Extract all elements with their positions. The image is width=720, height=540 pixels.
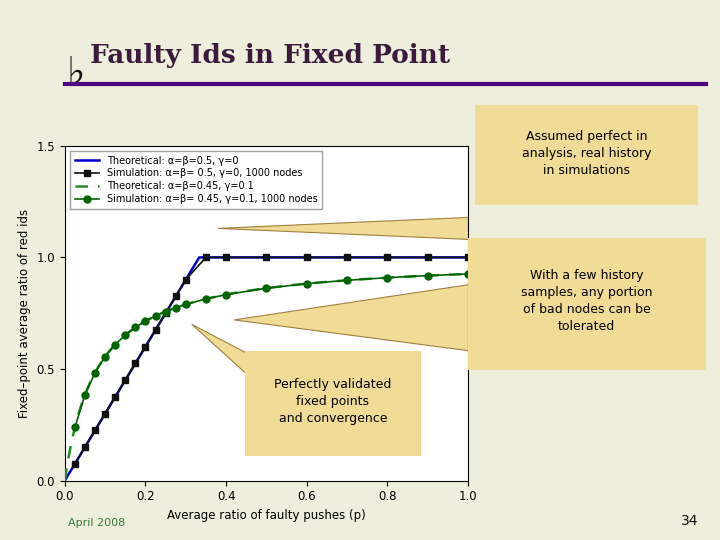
Text: 34: 34 — [681, 514, 698, 528]
Polygon shape — [218, 217, 472, 240]
X-axis label: Average ratio of faulty pushes (p): Average ratio of faulty pushes (p) — [167, 509, 366, 522]
Text: With a few history
samples, any portion
of bad nodes can be
tolerated: With a few history samples, any portion … — [521, 269, 652, 333]
Text: ♭: ♭ — [66, 54, 85, 92]
FancyBboxPatch shape — [464, 102, 709, 208]
Text: April 2008: April 2008 — [68, 518, 126, 528]
FancyBboxPatch shape — [236, 348, 430, 460]
Text: Faulty Ids in Fixed Point: Faulty Ids in Fixed Point — [90, 43, 450, 68]
FancyBboxPatch shape — [456, 234, 717, 374]
Text: Perfectly validated
fixed points
and convergence: Perfectly validated fixed points and con… — [274, 378, 392, 425]
Y-axis label: Fixed–point average ratio of red ids: Fixed–point average ratio of red ids — [18, 208, 31, 418]
Polygon shape — [234, 284, 472, 351]
Text: Assumed perfect in
analysis, real history
in simulations: Assumed perfect in analysis, real histor… — [522, 130, 652, 177]
Polygon shape — [192, 325, 307, 384]
Legend: Theoretical: α=β=0.5, γ=0, Simulation: α=β= 0.5, γ=0, 1000 nodes, Theoretical: α: Theoretical: α=β=0.5, γ=0, Simulation: α… — [70, 151, 323, 209]
